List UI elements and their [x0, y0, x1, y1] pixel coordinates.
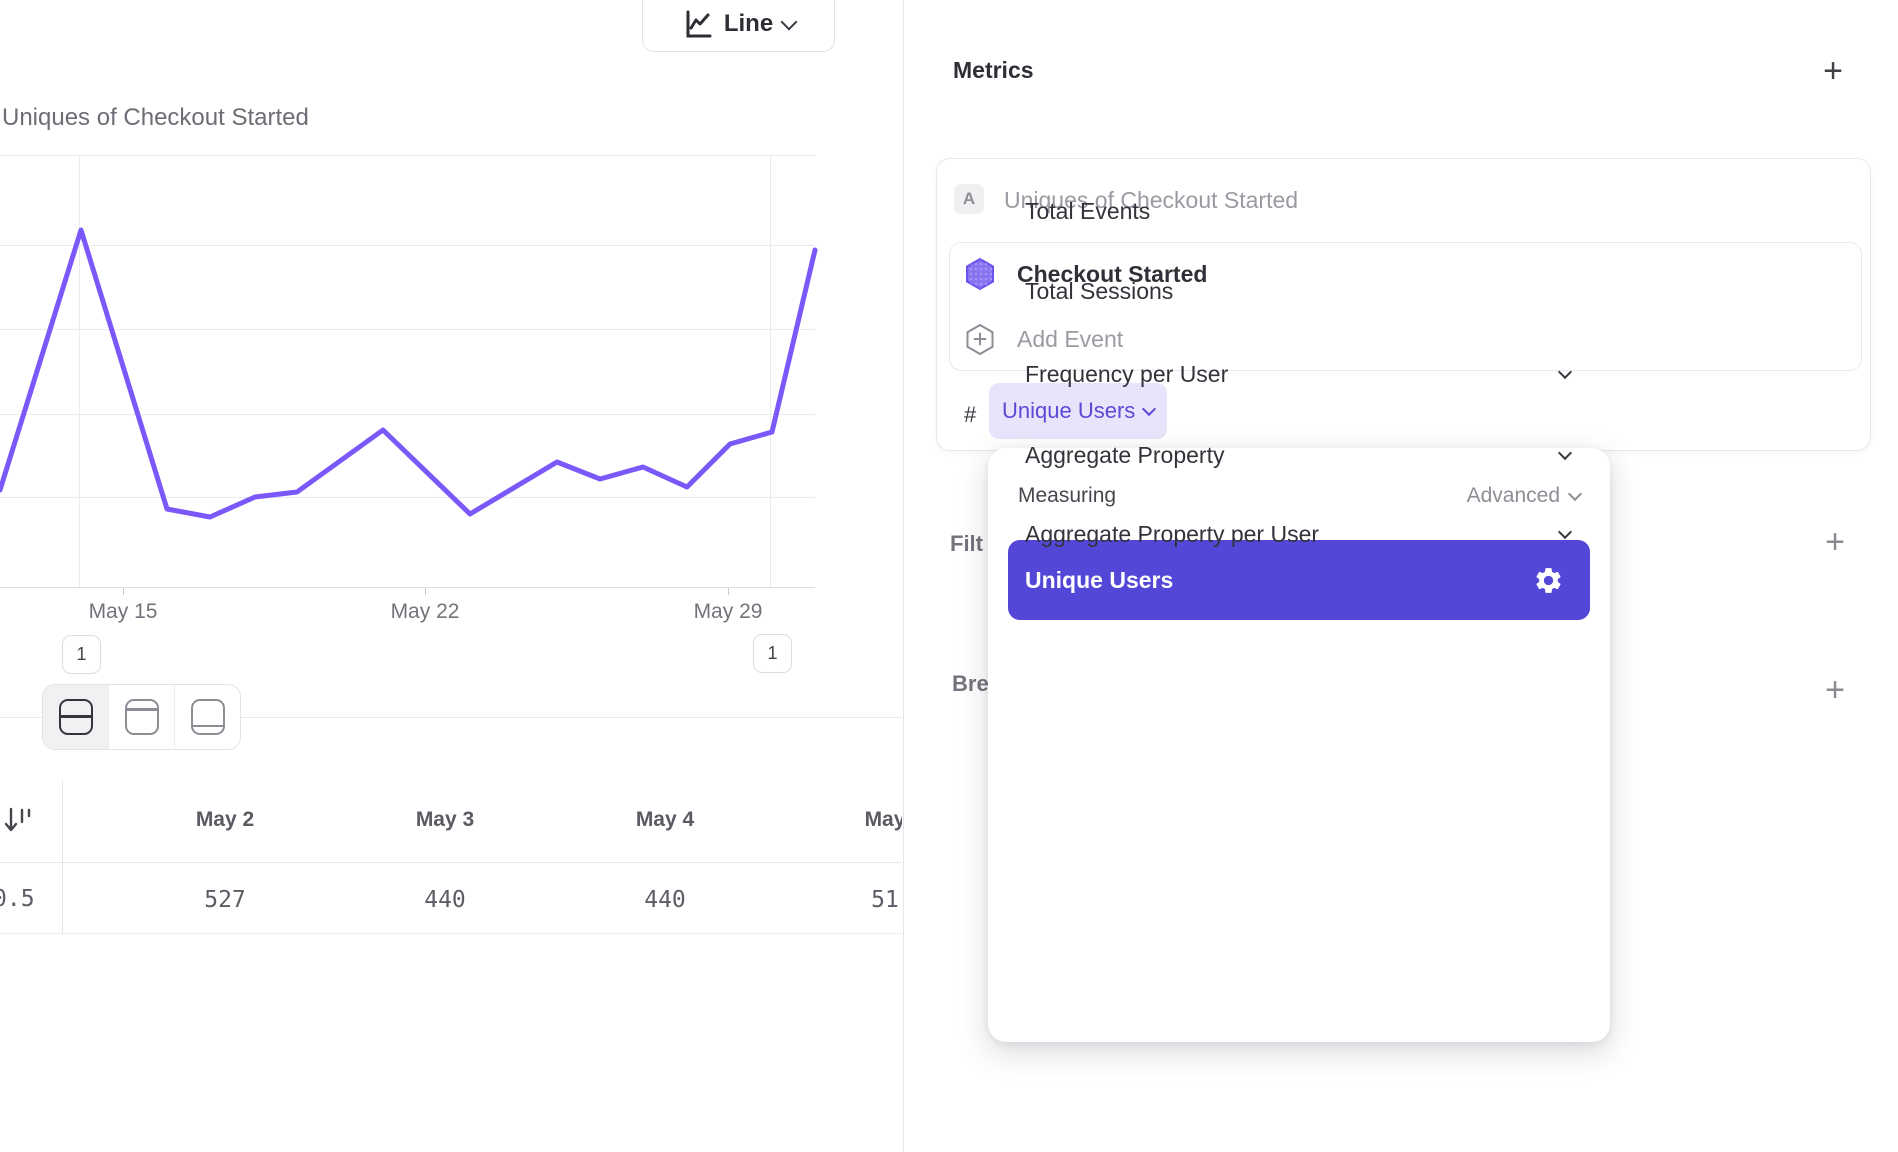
event-row[interactable]: Checkout Started — [964, 257, 1207, 291]
sort-descending-icon[interactable] — [2, 804, 34, 836]
x-tick — [123, 588, 124, 595]
chart-type-button[interactable]: Line — [642, 0, 835, 52]
table-view-icon — [190, 699, 225, 735]
add-filter-button[interactable]: + — [1825, 523, 1845, 561]
measuring-option[interactable]: Total Sessions — [1025, 277, 1174, 304]
x-tick — [425, 588, 426, 595]
table-column-header[interactable]: May — [864, 808, 902, 831]
chevron-down-icon — [1142, 401, 1157, 416]
gear-icon[interactable] — [1533, 565, 1564, 596]
table-value-row: 527 440 440 51 — [115, 886, 902, 914]
add-event-row[interactable]: Add Event — [964, 323, 1123, 355]
section-divider — [0, 717, 902, 718]
add-breakdown-button[interactable]: + — [1825, 671, 1845, 709]
chevron-down-icon — [1557, 445, 1573, 460]
line-chart-icon — [686, 10, 712, 38]
pagination-left[interactable]: 1 — [62, 635, 101, 674]
x-tick-label: May 15 — [88, 600, 158, 623]
layout-chart-view-button[interactable] — [109, 685, 175, 749]
breakdowns-heading-clipped: Bre — [952, 671, 989, 696]
series-a-line — [0, 227, 818, 520]
layout-split-view-button[interactable] — [43, 685, 109, 749]
advanced-label: Advanced — [1466, 484, 1560, 507]
pagination-right[interactable]: 1 — [753, 634, 792, 673]
table-row-divider — [0, 933, 902, 934]
table-cell-value: 440 — [424, 887, 466, 913]
chart-view-icon — [124, 699, 159, 735]
measuring-option[interactable]: Total Events — [1025, 197, 1151, 224]
filters-heading-clipped: Filt — [950, 531, 983, 556]
table-header-divider — [0, 862, 902, 863]
measure-hash-symbol: # — [964, 402, 977, 427]
measuring-option[interactable]: Aggregate Property per User — [1008, 506, 1590, 562]
table-column-header[interactable]: May 3 — [415, 808, 475, 831]
event-card: Checkout Started Add Event — [949, 242, 1862, 371]
advanced-mode-toggle[interactable]: Advanced — [1466, 484, 1583, 508]
chevron-down-icon — [1567, 486, 1583, 501]
measure-chip[interactable]: Unique Users — [989, 383, 1168, 439]
table-columns: May 2 May 3 May 4 May 527 440 440 51 — [115, 780, 902, 940]
event-hexagon-icon — [966, 257, 994, 291]
x-tick — [728, 588, 729, 595]
table-column-header[interactable]: May 4 — [635, 808, 695, 831]
frozen-column-divider — [62, 780, 63, 933]
x-tick-label: May 29 — [693, 600, 763, 623]
metric-card: A Uniques of Checkout Started Checkout S… — [936, 158, 1871, 451]
panel-divider — [903, 0, 904, 1152]
chart-title: Uniques of Checkout Started — [2, 104, 309, 131]
table-cell-value: 527 — [204, 887, 246, 913]
table-frozen-value: 0.5 — [0, 886, 35, 912]
measuring-option-selected[interactable]: Unique Users — [1008, 540, 1590, 620]
metrics-heading: Metrics — [953, 57, 1034, 83]
measuring-option[interactable]: Aggregate Property — [1008, 427, 1590, 483]
metric-name[interactable]: Uniques of Checkout Started — [1004, 187, 1299, 213]
measuring-label: Measuring — [1018, 484, 1117, 507]
metric-letter-badge: A — [954, 184, 984, 214]
measuring-dropdown: Measuring Advanced Unique Users Total Ev… — [988, 198, 1610, 1042]
line-chart[interactable] — [0, 155, 902, 588]
table-header-row: May 2 May 3 May 4 May — [115, 806, 902, 834]
x-tick-label: May 22 — [390, 600, 460, 623]
chart-type-label: Line — [723, 10, 774, 37]
add-metric-button[interactable]: + — [1823, 52, 1843, 90]
selected-option-label: Unique Users — [1025, 566, 1174, 593]
chevron-down-icon — [1557, 364, 1573, 379]
measuring-option[interactable]: Frequency per User — [1008, 346, 1590, 402]
add-event-hexagon-icon — [966, 323, 994, 355]
layout-toggle-group — [42, 684, 241, 750]
split-view-icon — [58, 699, 93, 735]
table-column-header[interactable]: May 2 — [195, 808, 255, 831]
chevron-down-icon — [780, 13, 798, 30]
measuring-dropdown-header: Measuring Advanced — [1018, 484, 1583, 508]
measure-chip-label: Unique Users — [1002, 398, 1136, 423]
event-name: Checkout Started — [1017, 260, 1208, 287]
chevron-down-icon — [1557, 524, 1573, 539]
add-event-label: Add Event — [1017, 325, 1124, 352]
table-cell-value: 440 — [644, 887, 686, 913]
layout-table-view-button[interactable] — [175, 685, 240, 749]
table-cell-value: 51 — [871, 887, 899, 913]
